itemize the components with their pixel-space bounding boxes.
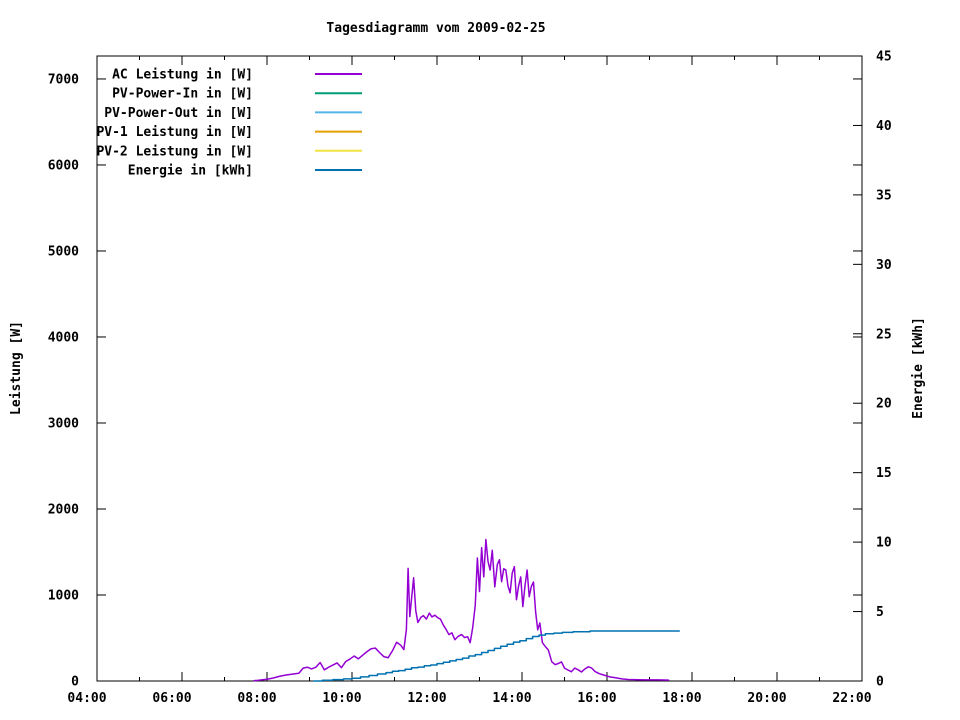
y-left-tick-label: 7000 bbox=[48, 72, 79, 87]
y-left-tick-label: 4000 bbox=[48, 330, 79, 345]
y-right-tick-label: 15 bbox=[876, 466, 892, 481]
x-tick-label: 04:00 bbox=[67, 691, 106, 706]
legend-label: PV-2 Leistung in [W] bbox=[96, 144, 253, 159]
legend-label: AC Leistung in [W] bbox=[112, 68, 253, 83]
x-tick-label: 10:00 bbox=[322, 691, 361, 706]
series-line-ac-leistung-in-w bbox=[253, 538, 670, 682]
x-tick-label: 08:00 bbox=[237, 691, 276, 706]
x-tick-label: 16:00 bbox=[577, 691, 616, 706]
y-right-tick-label: 0 bbox=[876, 675, 884, 690]
chart-title: Tagesdiagramm vom 2009-02-25 bbox=[326, 21, 545, 36]
x-tick-label: 20:00 bbox=[747, 691, 786, 706]
y-right-tick-label: 45 bbox=[876, 50, 892, 65]
y-left-axis-label: Leistung [W] bbox=[9, 321, 24, 415]
legend-label: PV-Power-Out in [W] bbox=[104, 106, 253, 121]
x-tick-label: 18:00 bbox=[662, 691, 701, 706]
legend: AC Leistung in [W] PV-Power-In in [W] PV-P… bbox=[96, 68, 362, 179]
y-right-tick-label: 5 bbox=[876, 605, 884, 620]
y-left-tick-label: 0 bbox=[71, 675, 79, 690]
y-right-tick-label: 20 bbox=[876, 397, 892, 412]
axis-ticks bbox=[96, 55, 863, 682]
y-right-tick-label: 35 bbox=[876, 188, 892, 203]
series-lines bbox=[253, 538, 680, 682]
x-tick-label: 12:00 bbox=[407, 691, 446, 706]
legend-label: PV-1 Leistung in [W] bbox=[96, 125, 253, 140]
y-left-tick-label: 3000 bbox=[48, 416, 79, 431]
y-right-tick-label: 30 bbox=[876, 258, 892, 273]
y-right-tick-label: 25 bbox=[876, 327, 892, 342]
axis-tick-labels: 04:00 06:00 08:00 10:00 12:00 14:00 16:00 18:00… bbox=[48, 50, 892, 707]
series-line-energie-in-kwh bbox=[313, 630, 680, 682]
legend-label: PV-Power-In in [W] bbox=[112, 87, 253, 102]
legend-label: Energie in [kWh] bbox=[128, 164, 253, 179]
y-left-tick-label: 5000 bbox=[48, 244, 79, 259]
x-tick-label: 22:00 bbox=[832, 691, 871, 706]
x-tick-label: 14:00 bbox=[492, 691, 531, 706]
y-left-tick-label: 2000 bbox=[48, 502, 79, 517]
y-right-axis-label: Energie [kWh] bbox=[911, 317, 926, 419]
y-left-tick-label: 6000 bbox=[48, 158, 79, 173]
y-right-tick-label: 10 bbox=[876, 536, 892, 551]
x-tick-label: 06:00 bbox=[152, 691, 191, 706]
y-right-tick-label: 40 bbox=[876, 119, 892, 134]
y-left-tick-label: 1000 bbox=[48, 588, 79, 603]
